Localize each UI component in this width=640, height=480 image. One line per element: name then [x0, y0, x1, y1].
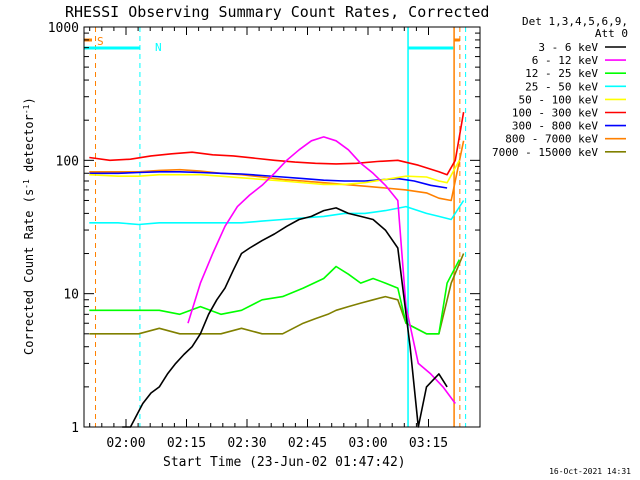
- legend-label: 800 - 7000 keV: [505, 133, 598, 146]
- series-line-6-12-keV: [187, 136, 456, 404]
- plot-frame: [83, 26, 481, 428]
- series-line-25-50-keV: [89, 200, 465, 226]
- series-line-800-7000-keV: [89, 140, 465, 202]
- legend-label: 3 - 6 keV: [538, 41, 598, 54]
- x-tick-label: 03:15: [409, 436, 448, 451]
- x-tick-label: 03:00: [348, 436, 387, 451]
- legend-label: 25 - 50 keV: [525, 80, 598, 93]
- legend-header-attenuator: Att 0: [595, 27, 628, 40]
- y-tick-label: 1: [71, 421, 79, 436]
- legend-label: 50 - 100 keV: [519, 93, 599, 106]
- legend-label: 7000 - 15000 keV: [492, 146, 598, 159]
- chart-title: RHESSI Observing Summary Count Rates, Co…: [65, 3, 489, 21]
- legend-label: 100 - 300 keV: [512, 107, 598, 120]
- y-tick-label: 10: [63, 288, 79, 303]
- legend-header-detectors: Det 1,3,4,5,6,9,: [522, 15, 628, 28]
- x-tick-label: 02:30: [227, 436, 266, 451]
- x-tick-label: 02:45: [288, 436, 327, 451]
- y-tick-label: 100: [56, 154, 79, 169]
- series-line-100-300-keV: [89, 111, 465, 176]
- series-line-12-25-keV: [89, 259, 461, 335]
- x-tick-label: 02:15: [167, 436, 206, 451]
- y-axis-label: Corrected Count Rate (s-1 detector-1): [22, 97, 36, 355]
- y-tick-label: 1000: [48, 21, 79, 36]
- x-axis-label: Start Time (23-Jun-02 01:47:42): [163, 455, 406, 470]
- saa-annotation: S: [97, 35, 104, 48]
- series-line-3-6-keV: [122, 207, 448, 428]
- series-line-300-800-keV: [89, 171, 448, 189]
- axis-ticks: 02:00 02:15 02:30 02:45 03:00 03:15 1 10 100 1000: [48, 21, 480, 451]
- x-tick-label: 02:00: [106, 436, 145, 451]
- legend-label: 12 - 25 keV: [525, 67, 598, 80]
- legend-label: 300 - 800 keV: [512, 120, 598, 133]
- footer-timestamp: 16-Oct-2021 14:31: [549, 467, 631, 476]
- legend-label: 6 - 12 keV: [532, 54, 599, 67]
- series-line-50-100-keV: [89, 159, 461, 186]
- night-annotation: N: [155, 41, 162, 54]
